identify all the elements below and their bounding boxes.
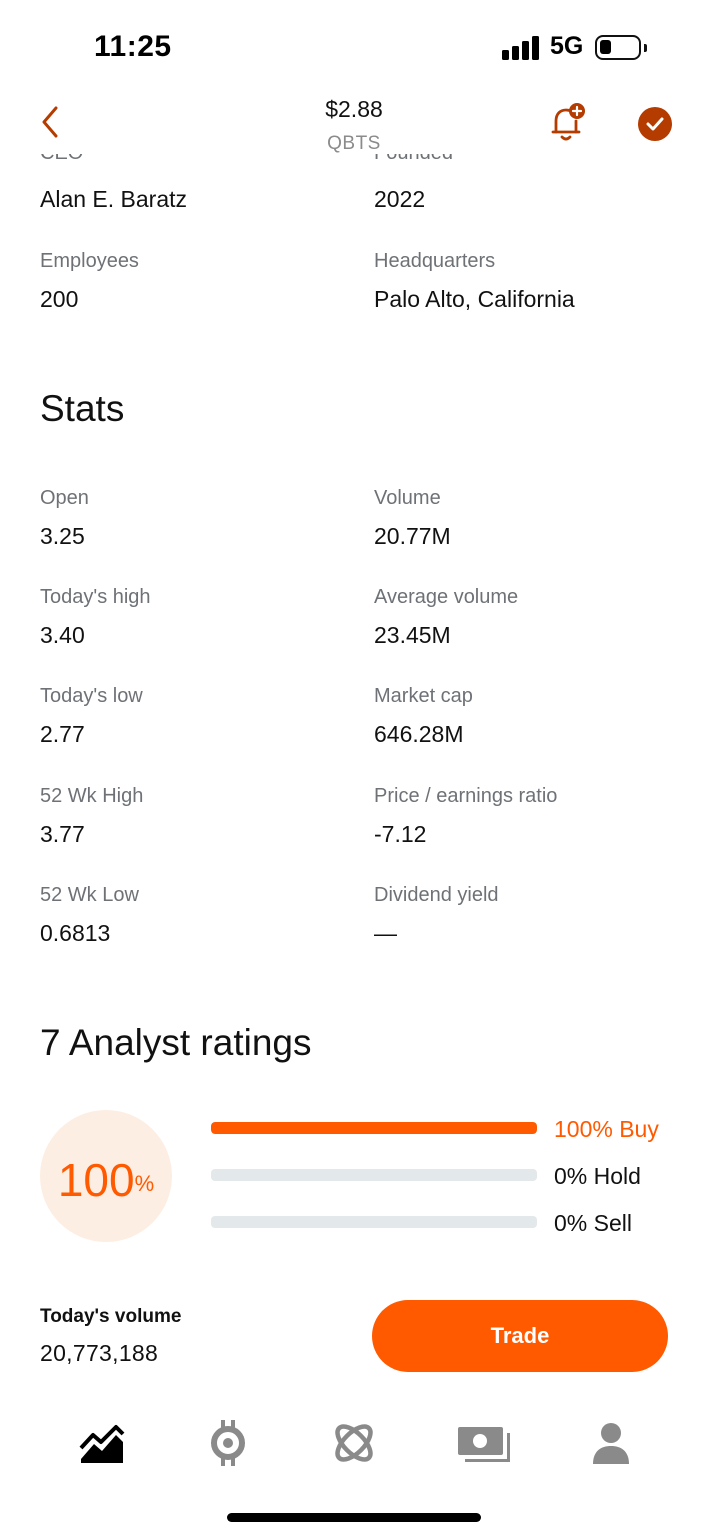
back-button[interactable] (30, 100, 74, 144)
headquarters-label: Headquarters (374, 250, 496, 272)
stat-label: 52 Wk Low (40, 884, 139, 906)
employees-value: 200 (40, 286, 79, 312)
trade-button[interactable]: Trade (372, 1300, 668, 1372)
stat-label: Market cap (374, 685, 473, 707)
add-alert-button[interactable] (547, 102, 587, 144)
hold-rating-label: 0% Hold (554, 1163, 641, 1189)
buy-rating-fill (211, 1122, 537, 1134)
headquarters-value: Palo Alto, California (374, 286, 575, 312)
cash-icon (458, 1427, 510, 1462)
stat-value: 3.77 (40, 821, 85, 847)
stat-value: -7.12 (374, 821, 427, 847)
stat-label: Average volume (374, 586, 519, 608)
tab-discover[interactable] (329, 1418, 379, 1468)
bottom-tab-bar (0, 1410, 708, 1480)
analyst-ratings-title: 7 Analyst ratings (40, 1022, 312, 1063)
todays-volume-value: 20,773,188 (40, 1340, 159, 1366)
home-indicator (227, 1513, 481, 1522)
analyst-summary-circle: 100% (40, 1110, 172, 1242)
hold-rating-bar (211, 1169, 537, 1181)
header-ticker: QBTS (327, 133, 381, 154)
discover-icon (335, 1424, 373, 1462)
stat-value: 2.77 (40, 721, 85, 747)
stat-label: Open (40, 487, 89, 509)
account-icon (593, 1423, 629, 1464)
crypto-icon (211, 1420, 245, 1466)
stat-label: Price / earnings ratio (374, 785, 558, 807)
stat-label: Today's low (40, 685, 143, 707)
buy-rating-bar (211, 1122, 537, 1134)
stat-label: Dividend yield (374, 884, 499, 906)
stats-title: Stats (40, 388, 125, 429)
tab-account[interactable] (586, 1418, 636, 1468)
stat-value: 20.77M (374, 523, 451, 549)
stock-header: $2.88 QBTS (0, 90, 708, 154)
signal-icon (502, 36, 540, 60)
network-type: 5G (550, 32, 584, 60)
stat-label: 52 Wk High (40, 785, 144, 807)
battery-icon (595, 35, 647, 60)
tab-crypto[interactable] (203, 1418, 253, 1468)
stat-label: Today's high (40, 586, 151, 608)
stat-value: 646.28M (374, 721, 464, 747)
stat-value: 0.6813 (40, 920, 111, 946)
chevron-left-icon (42, 106, 58, 138)
header-price: $2.88 (325, 96, 383, 122)
stat-value: 3.25 (40, 523, 85, 549)
sell-rating-bar (211, 1216, 537, 1228)
sell-rating-label: 0% Sell (554, 1210, 632, 1236)
buy-rating-label: 100% Buy (554, 1116, 659, 1142)
tab-cash[interactable] (455, 1418, 513, 1468)
ceo-value: Alan E. Baratz (40, 186, 188, 212)
status-time: 11:25 (94, 30, 172, 63)
analyst-summary-value: 100% (57, 1154, 155, 1206)
status-bar: 11:25 5G (0, 0, 708, 96)
stat-value: — (374, 920, 397, 946)
stat-value: 3.40 (40, 622, 85, 648)
stat-label: Volume (374, 487, 441, 509)
check-icon (646, 117, 664, 131)
bell-plus-icon (551, 103, 585, 141)
investing-icon (79, 1425, 125, 1463)
stat-value: 23.45M (374, 622, 451, 648)
todays-volume-label: Today's volume (40, 1306, 182, 1327)
founded-value: 2022 (374, 186, 426, 212)
watchlist-check-button[interactable] (638, 107, 672, 141)
tab-investing[interactable] (78, 1418, 128, 1468)
employees-label: Employees (40, 250, 139, 272)
